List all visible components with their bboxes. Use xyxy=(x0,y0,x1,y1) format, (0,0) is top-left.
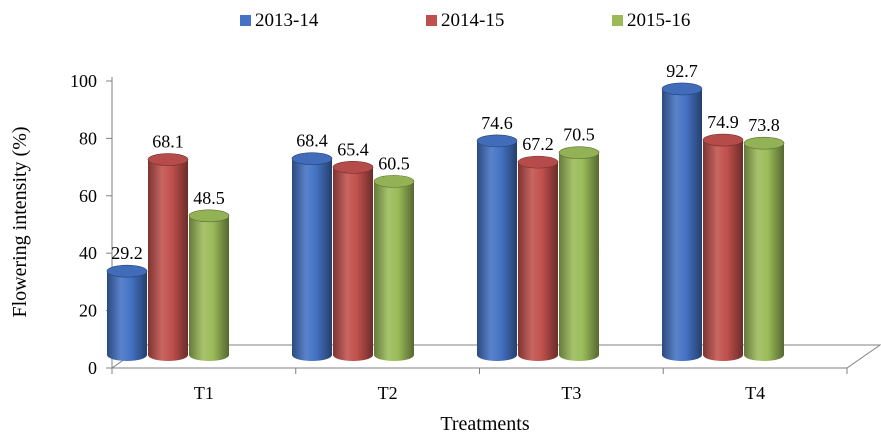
y-tick-label: 100 xyxy=(70,71,97,91)
data-label: 74.9 xyxy=(707,112,739,132)
bars xyxy=(106,82,785,362)
x-tick-label-t4: T4 xyxy=(745,383,765,403)
bar-t1-2013-14 xyxy=(106,264,148,361)
bar-t3-2015-16 xyxy=(558,146,600,361)
data-label: 65.4 xyxy=(337,139,369,159)
legend-swatch xyxy=(240,15,251,26)
legend-item-2013-14: 2013-14 xyxy=(240,10,319,31)
bar-t4-2014-15 xyxy=(702,133,744,361)
data-label: 74.6 xyxy=(481,113,513,133)
bar-t2-2014-15 xyxy=(332,161,374,361)
bar-t4-2015-16 xyxy=(743,136,785,361)
bar-t4-2013-14 xyxy=(661,82,703,362)
bar-t3-2014-15 xyxy=(517,155,559,361)
legend: 2013-14 2014-15 2015-16 xyxy=(240,10,690,31)
legend-label: 2014-15 xyxy=(441,10,504,31)
data-label: 68.4 xyxy=(296,131,328,151)
x-tick-label-t3: T3 xyxy=(561,383,581,403)
bar-t1-2015-16 xyxy=(188,209,230,361)
bar-t2-2015-16 xyxy=(373,175,415,361)
data-label: 70.5 xyxy=(563,125,595,145)
y-tick-label: 40 xyxy=(79,243,97,263)
x-axis-title: Treatments xyxy=(440,413,529,434)
bar-t1-2014-15 xyxy=(147,153,189,361)
data-label: 92.7 xyxy=(666,61,698,81)
x-axis: T1 T2 T3 T4 xyxy=(111,368,848,403)
data-label: 73.8 xyxy=(748,115,780,135)
data-labels: 29.2 68.1 48.5 68.4 65.4 60.5 74.6 67.2 70.5 92.7… xyxy=(111,61,780,263)
bar-t3-2013-14 xyxy=(476,134,518,361)
y-tick-label: 0 xyxy=(88,358,97,378)
y-axis: 0 20 40 60 80 100 xyxy=(70,71,112,378)
y-tick-label: 80 xyxy=(79,128,97,148)
legend-swatch xyxy=(426,15,437,26)
legend-swatch xyxy=(612,15,623,26)
data-label: 60.5 xyxy=(378,153,410,173)
legend-label: 2013-14 xyxy=(255,10,319,31)
data-label: 68.1 xyxy=(152,132,184,152)
legend-item-2014-15: 2014-15 xyxy=(426,10,504,31)
legend-label: 2015-16 xyxy=(627,10,690,31)
x-tick-label-t1: T1 xyxy=(194,383,214,403)
x-tick-label-t2: T2 xyxy=(378,383,398,403)
y-tick-label: 20 xyxy=(79,301,97,321)
y-tick-label: 60 xyxy=(79,186,97,206)
legend-item-2015-16: 2015-16 xyxy=(612,10,690,31)
y-axis-title: Flowering intensity (%) xyxy=(9,126,31,317)
bar-t2-2013-14 xyxy=(291,152,333,361)
data-label: 48.5 xyxy=(193,188,225,208)
data-label: 67.2 xyxy=(522,134,554,154)
data-label: 29.2 xyxy=(111,243,143,263)
